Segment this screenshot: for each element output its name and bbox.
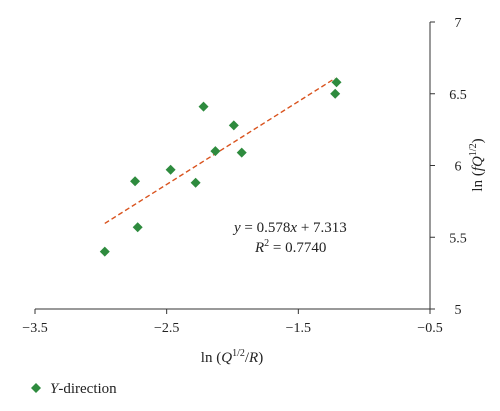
data-point (210, 146, 221, 157)
y-tick-label: 5.5 (449, 231, 467, 246)
data-point (198, 101, 209, 112)
y-tick-label: 5 (455, 303, 462, 318)
data-point (228, 120, 239, 131)
axis-lines (35, 22, 431, 310)
equation-label: y = 0.578x + 7.313 (232, 220, 347, 236)
y-tick-label: 7 (455, 16, 462, 31)
data-points (99, 77, 342, 257)
data-point (331, 77, 342, 88)
y-axis-title: ln (fQ1/2) (468, 138, 486, 191)
data-point (130, 176, 141, 187)
legend-label: Y-direction (50, 381, 117, 397)
x-tick-label: −2.5 (154, 321, 179, 336)
legend-diamond-icon (31, 383, 41, 393)
y-tick-label: 6.5 (449, 88, 467, 103)
data-point (330, 88, 341, 99)
data-point (132, 222, 143, 233)
x-tick-label: −1.5 (286, 321, 311, 336)
data-point (190, 177, 201, 188)
x-tick-label: −0.5 (417, 321, 442, 336)
legend: Y-direction (31, 381, 117, 397)
x-tick-label: −3.5 (22, 321, 47, 336)
x-axis-title: ln (Q1/2/R) (201, 348, 263, 366)
y-axis-ticks: 5 5.5 6 6.5 7 (430, 16, 467, 318)
x-axis-ticks: −3.5 −2.5 −1.5 −0.5 (22, 309, 443, 336)
data-point (99, 246, 110, 257)
y-tick-label: 6 (455, 160, 462, 175)
data-point (236, 147, 247, 158)
data-point (165, 164, 176, 175)
r-squared-label: R2 = 0.7740 (254, 238, 326, 256)
